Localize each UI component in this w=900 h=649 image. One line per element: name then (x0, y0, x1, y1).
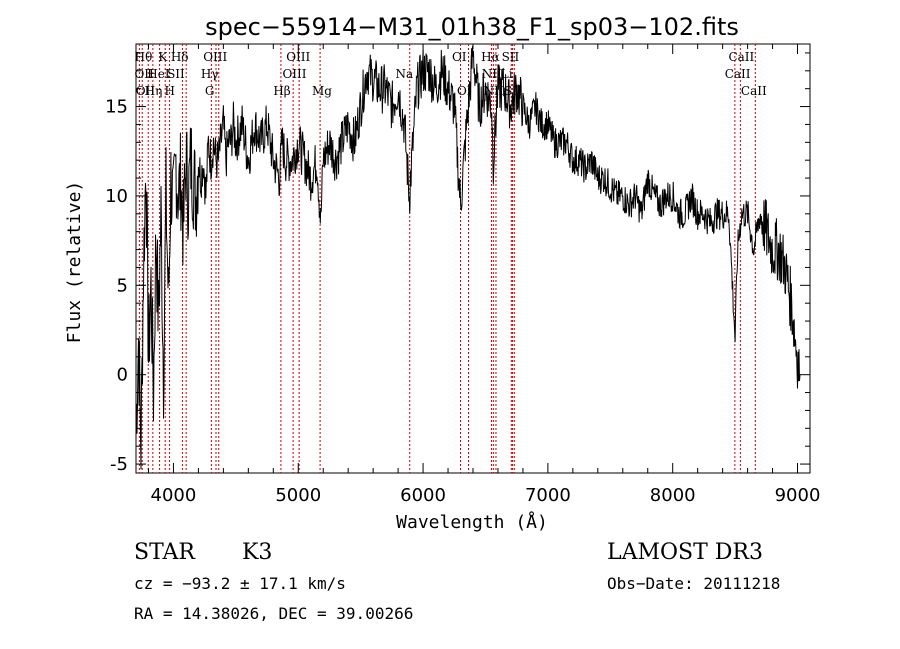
emission-line-label-3: Hη (145, 84, 163, 98)
y-tick-label: 0 (117, 365, 128, 386)
emission-line-label-22: Li (501, 67, 513, 81)
emission-line-label-15: Mg (312, 84, 332, 98)
emission-line-label-23: SII (502, 50, 520, 64)
emission-line-label-9: G (205, 84, 215, 98)
x-axis-label: Wavelength (Å) (396, 511, 548, 533)
spectral-subclass: K3 (242, 540, 272, 565)
y-tick-labels: -5 0 5 10 15 (105, 97, 128, 476)
x-tick-label: 8000 (650, 485, 696, 506)
object-class: STAR (134, 540, 196, 565)
chart-title: spec−55914−M31_01h38_F1_sp03−102.fits (205, 13, 739, 41)
emission-line-label-5: K (158, 50, 168, 64)
emission-line-label-6: H (164, 84, 174, 98)
emission-line-labels: OIIOIIHθHηHeIKHSIIHδGHγOIIIHβOIIIOIIIMgN… (134, 50, 767, 98)
y-tick-label: 15 (105, 97, 128, 118)
y-tick-label: 5 (117, 275, 128, 296)
redshift-text: cz = −93.2 ± 17.1 km/s (134, 574, 346, 593)
spectrum-series (135, 45, 801, 470)
x-tick-label: 9000 (775, 485, 821, 506)
survey-name: LAMOST DR3 (607, 540, 763, 565)
coordinates-text: RA = 14.38026, DEC = 39.00266 (134, 604, 413, 623)
emission-line-label-25: CaII (725, 67, 751, 81)
x-tick-labels: 4000 5000 6000 7000 8000 9000 (151, 485, 821, 506)
emission-line-label-17: OI (452, 50, 467, 64)
emission-line-label-8: Hδ (171, 50, 189, 64)
emission-line-label-14: OIII (286, 50, 310, 64)
emission-line-label-0: OII (136, 84, 156, 98)
y-tick-label: -5 (110, 454, 128, 475)
emission-line-label-13: OIII (282, 67, 306, 81)
x-tick-label: 6000 (400, 485, 446, 506)
emission-line-label-20: Hα (481, 50, 500, 64)
emission-line-label-4: HeI (147, 67, 170, 81)
flux-series-line (135, 45, 801, 470)
emission-line-label-16: Na (396, 67, 414, 81)
emission-line-label-27: CaII (741, 84, 767, 98)
x-tick-label: 7000 (525, 485, 571, 506)
emission-line-label-11: OIII (203, 50, 227, 64)
emission-line-label-7: SII (167, 67, 185, 81)
x-tick-label: 5000 (275, 485, 321, 506)
emission-line-label-19: NII (482, 67, 502, 81)
axis-ticks (136, 44, 810, 473)
emission-line-markers (138, 44, 756, 473)
x-tick-label: 4000 (151, 485, 197, 506)
plot-border (135, 43, 811, 474)
emission-line-label-26: CaII (728, 50, 754, 64)
emission-line-label-12: Hβ (273, 84, 290, 98)
emission-line-label-10: Hγ (201, 67, 219, 81)
plot-area (135, 43, 811, 474)
y-axis-label: Flux (relative) (64, 181, 85, 344)
obs-date-text: Obs−Date: 20111218 (607, 574, 780, 593)
y-tick-label: 10 (105, 186, 128, 207)
emission-line-label-2: Hθ (135, 50, 153, 64)
